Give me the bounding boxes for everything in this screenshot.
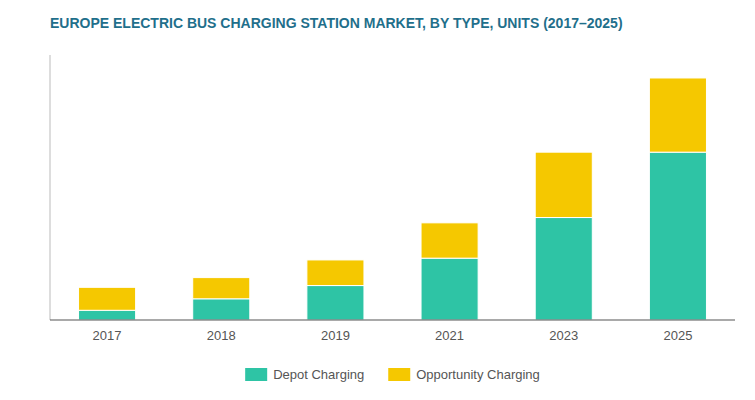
x-tick-label: 2017	[93, 328, 122, 343]
bar	[649, 152, 706, 320]
bar	[535, 218, 592, 320]
bar	[193, 299, 250, 320]
title: EUROPE ELECTRIC BUS CHARGING STATION MAR…	[50, 15, 623, 31]
x-tick-label: 2019	[321, 328, 350, 343]
legend-item: Opportunity Charging	[388, 367, 540, 382]
legend-item: Depot Charging	[245, 367, 364, 382]
x-tick-label: 2023	[549, 328, 578, 343]
x-tick-label: 2021	[435, 328, 464, 343]
bar	[79, 287, 136, 310]
bars	[79, 78, 707, 320]
bar	[421, 223, 478, 258]
legend-label: Opportunity Charging	[416, 367, 540, 382]
bar	[307, 260, 364, 286]
legend-swatch	[388, 368, 410, 381]
chart: EUROPE ELECTRIC BUS CHARGING STATION MAR…	[0, 0, 755, 400]
chart-container: EUROPE ELECTRIC BUS CHARGING STATION MAR…	[0, 0, 755, 400]
legend: Depot Charging Opportunity Charging	[245, 367, 540, 382]
y-axis-line	[50, 55, 51, 320]
bar	[649, 78, 706, 152]
x-tick-label: 2018	[207, 328, 236, 343]
bar	[421, 258, 478, 320]
x-tick-label: 2025	[663, 328, 692, 343]
legend-label: Depot Charging	[273, 367, 364, 382]
bar	[193, 278, 250, 299]
legend-swatch	[245, 368, 267, 381]
x-axis-line	[50, 319, 735, 320]
bar	[535, 152, 592, 217]
bar	[79, 310, 136, 320]
bar	[307, 286, 364, 320]
